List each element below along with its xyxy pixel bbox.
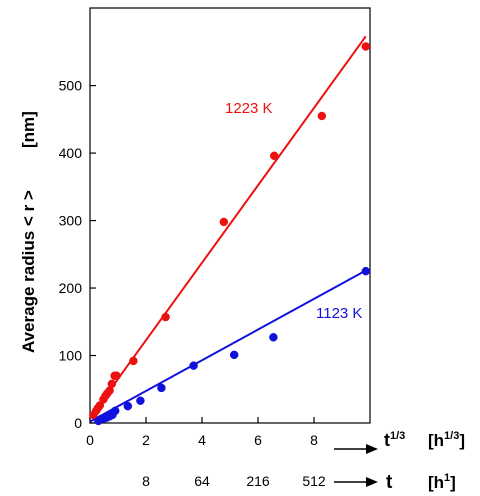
top-axis-var-exp: 1/3 — [390, 430, 405, 442]
y-tick-label: 0 — [74, 415, 82, 431]
top-axis-var: t — [384, 430, 390, 450]
series-labels: 1223 K 1123 K — [225, 100, 362, 322]
fit-line-1223k — [89, 35, 367, 419]
x-tick-label: 8 — [310, 432, 318, 448]
y-tick-label: 300 — [59, 213, 83, 229]
x-axis-titles: t1/3 [h1/3] t [h1] — [334, 430, 465, 493]
y-tick-label: 500 — [59, 78, 83, 94]
ticks: 0 100 200 300 400 500 0 2 4 6 8 8 64 216 512 — [59, 78, 326, 489]
y-axis-label: Average radius < r > — [19, 190, 38, 353]
y-tick-label: 100 — [59, 348, 83, 364]
data-point-1223k — [219, 217, 229, 227]
data-points — [89, 42, 371, 426]
fit-lines — [89, 35, 367, 423]
data-point-1123k — [123, 401, 133, 411]
data-point-1123k — [136, 396, 145, 405]
x-tick-label: 6 — [254, 432, 262, 448]
data-point-1123k — [229, 350, 239, 360]
x-tick-label: 0 — [86, 432, 94, 448]
data-point-1223k — [317, 111, 327, 121]
fit-line-1123k — [89, 269, 367, 423]
bottom-axis-unit-exp: 1 — [444, 472, 450, 484]
data-point-1123k — [110, 406, 120, 416]
bottom-axis-unit-open: [h — [428, 473, 444, 492]
x-tick-label: 2 — [142, 432, 150, 448]
bottom-axis-unit: [h1] — [428, 472, 456, 492]
secondary-x-tick-label: 512 — [302, 473, 326, 489]
data-point-1123k — [269, 333, 278, 342]
series-label-1223k: 1223 K — [225, 100, 273, 117]
bottom-axis-label: t — [386, 472, 393, 493]
data-point-1123k — [157, 383, 166, 393]
data-point-1223k — [107, 379, 117, 389]
data-point-1223k — [112, 371, 121, 381]
bottom-axis-unit-close: ] — [450, 473, 456, 492]
top-axis-unit-open: [h — [428, 431, 444, 450]
top-axis-label: t1/3 — [384, 430, 405, 450]
secondary-x-tick-label: 64 — [194, 473, 210, 489]
series-label-1123k: 1123 K — [316, 305, 362, 322]
data-point-1223k — [129, 356, 138, 366]
bottom-axis-arrow-icon — [366, 477, 378, 487]
top-axis-unit-exp: 1/3 — [444, 430, 459, 442]
top-axis-unit-close: ] — [459, 431, 465, 450]
x-tick-label: 4 — [198, 432, 206, 448]
plot-frame — [89, 7, 371, 424]
data-point-1223k — [361, 42, 371, 51]
data-point-1223k — [161, 312, 170, 322]
y-axis-title: Average radius < r > [nm] — [19, 111, 38, 353]
axes — [89, 7, 371, 424]
secondary-x-tick-label: 8 — [142, 473, 150, 489]
y-tick-label: 400 — [59, 145, 83, 161]
data-point-1223k — [269, 151, 279, 161]
top-axis-unit: [h1/3] — [428, 430, 465, 450]
y-tick-label: 200 — [59, 280, 83, 296]
y-axis-unit: [nm] — [19, 111, 38, 148]
secondary-x-tick-label: 216 — [246, 473, 270, 489]
data-point-1123k — [189, 361, 198, 370]
top-axis-arrow-icon — [366, 444, 378, 454]
data-point-1123k — [361, 266, 371, 276]
